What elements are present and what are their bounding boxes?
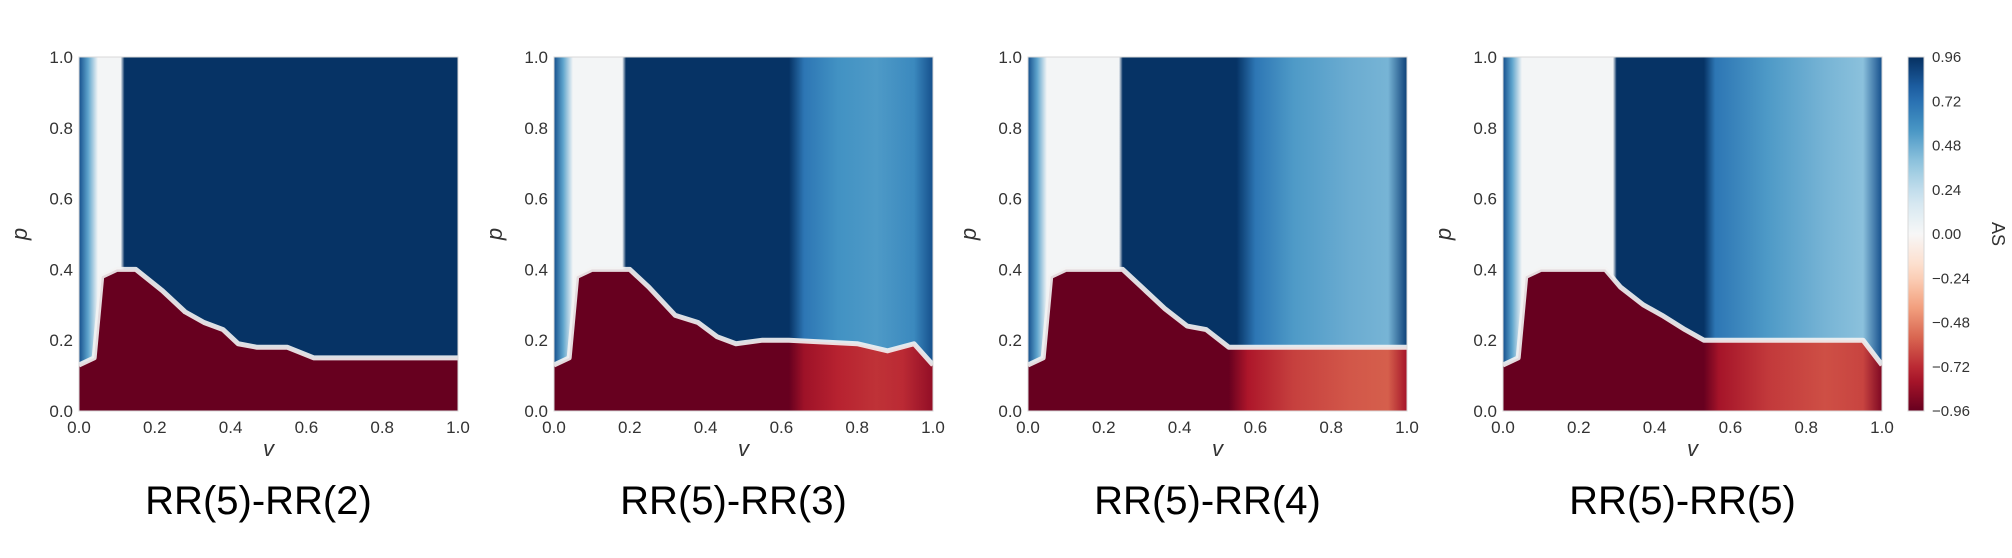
y-tick-label: 0.4 bbox=[998, 260, 1022, 279]
y-tick-label: 0.0 bbox=[998, 402, 1022, 421]
heatmap-panel-2: 0.0 0.2 0.4 0.6 0.8 1.0 0.0 0.2 0.4 0.6 0.8 1.0 v p RR… bbox=[482, 48, 945, 523]
y-tick-label: 0.8 bbox=[524, 119, 548, 138]
x-axis-label: v bbox=[1687, 436, 1700, 461]
y-axis-label: p bbox=[7, 228, 32, 241]
heatmap-panel-4: 0.0 0.2 0.4 0.6 0.8 1.0 0.0 0.2 0.4 0.6 0.8 1.0 v p RR… bbox=[1431, 48, 1894, 523]
y-tick-label: 1.0 bbox=[998, 48, 1022, 67]
y-tick-label: 0.8 bbox=[49, 119, 73, 138]
colorbar-label: AS bbox=[1988, 222, 2008, 246]
colorbar-tick-label: 0.00 bbox=[1932, 226, 1961, 243]
colorbar-tick-label: −0.24 bbox=[1932, 270, 1970, 287]
x-tick-label: 0.6 bbox=[1244, 418, 1268, 437]
lower-region bbox=[79, 269, 458, 411]
x-tick-label: 0.4 bbox=[219, 418, 243, 437]
lower-region bbox=[554, 269, 933, 411]
y-tick-label: 0.2 bbox=[49, 331, 73, 350]
x-tick-label: 1.0 bbox=[921, 418, 945, 437]
x-tick-label: 0.4 bbox=[1643, 418, 1667, 437]
x-tick-label: 0.6 bbox=[770, 418, 794, 437]
x-tick-label: 0.2 bbox=[618, 418, 642, 437]
x-tick-label: 1.0 bbox=[446, 418, 470, 437]
y-tick-label: 1.0 bbox=[49, 48, 73, 67]
x-tick-label: 0.8 bbox=[1319, 418, 1343, 437]
colorbar-tick-label: −0.48 bbox=[1932, 315, 1970, 332]
plot-area bbox=[1028, 57, 1407, 411]
heatmap-panel-1: 0.0 0.2 0.4 0.6 0.8 1.0 0.0 0.2 0.4 0.6 0.8 1.0 v p RR… bbox=[7, 48, 470, 523]
plot-frame bbox=[1502, 56, 1883, 412]
colorbar-tick-label: 0.48 bbox=[1932, 138, 1961, 155]
x-axis-label: v bbox=[263, 436, 276, 461]
x-tick-label: 0.0 bbox=[542, 418, 566, 437]
y-tick-label: 0.0 bbox=[524, 402, 548, 421]
y-tick-label: 0.0 bbox=[49, 402, 73, 421]
x-tick-label: 0.4 bbox=[694, 418, 718, 437]
y-axis-label: p bbox=[1431, 228, 1456, 241]
plot-frame bbox=[553, 56, 934, 412]
panel-caption: RR(5)-RR(3) bbox=[620, 479, 847, 523]
colorbar-tick-label: 0.96 bbox=[1932, 49, 1961, 66]
y-tick-label: 1.0 bbox=[1473, 48, 1497, 67]
x-tick-label: 0.6 bbox=[295, 418, 319, 437]
y-tick-label: 0.8 bbox=[1473, 119, 1497, 138]
plot-area bbox=[79, 57, 458, 411]
heatmap-panel-3: 0.0 0.2 0.4 0.6 0.8 1.0 0.0 0.2 0.4 0.6 0.8 1.0 v p RR… bbox=[956, 48, 1419, 523]
y-tick-label: 0.0 bbox=[1473, 402, 1497, 421]
panel-caption: RR(5)-RR(5) bbox=[1569, 479, 1796, 523]
plot-frame bbox=[1027, 56, 1408, 412]
x-tick-label: 0.2 bbox=[1567, 418, 1591, 437]
x-tick-label: 0.8 bbox=[845, 418, 869, 437]
colorbar-tick-label: −0.72 bbox=[1932, 359, 1970, 376]
y-axis-label: p bbox=[956, 228, 981, 241]
plot-area bbox=[1503, 57, 1882, 411]
boundary-line bbox=[1028, 266, 1407, 368]
y-tick-label: 0.2 bbox=[524, 331, 548, 350]
x-axis-label: v bbox=[1212, 436, 1225, 461]
panel-caption: RR(5)-RR(4) bbox=[1094, 479, 1321, 523]
plot-area bbox=[554, 57, 933, 411]
y-tick-label: 1.0 bbox=[524, 48, 548, 67]
y-tick-label: 0.2 bbox=[1473, 331, 1497, 350]
boundary-line bbox=[79, 266, 458, 368]
x-tick-label: 0.0 bbox=[67, 418, 91, 437]
x-tick-label: 0.2 bbox=[143, 418, 167, 437]
y-tick-label: 0.4 bbox=[49, 260, 73, 279]
x-tick-label: 0.8 bbox=[370, 418, 394, 437]
colorbar: 0.96 0.72 0.48 0.24 0.00 −0.24 −0.48 −0.72 −0.96… bbox=[1907, 49, 2008, 420]
x-tick-label: 0.0 bbox=[1491, 418, 1515, 437]
x-tick-label: 0.6 bbox=[1719, 418, 1743, 437]
lower-region bbox=[1503, 269, 1882, 411]
x-tick-label: 0.0 bbox=[1016, 418, 1040, 437]
colorbar-gradient bbox=[1907, 56, 1925, 412]
y-tick-label: 0.4 bbox=[1473, 260, 1497, 279]
y-tick-label: 0.6 bbox=[524, 190, 548, 209]
x-tick-label: 1.0 bbox=[1395, 418, 1419, 437]
panel-caption: RR(5)-RR(2) bbox=[145, 479, 372, 523]
colorbar-tick-label: 0.72 bbox=[1932, 93, 1961, 110]
x-tick-label: 0.2 bbox=[1092, 418, 1116, 437]
y-tick-label: 0.6 bbox=[49, 190, 73, 209]
y-tick-label: 0.6 bbox=[998, 190, 1022, 209]
y-tick-label: 0.4 bbox=[524, 260, 548, 279]
x-axis-label: v bbox=[738, 436, 751, 461]
boundary-line bbox=[554, 266, 933, 368]
x-tick-label: 0.4 bbox=[1168, 418, 1192, 437]
panels: 0.0 0.2 0.4 0.6 0.8 1.0 0.0 0.2 0.4 0.6 0.8 1.0 v p RR… bbox=[7, 48, 1894, 523]
y-tick-label: 0.2 bbox=[998, 331, 1022, 350]
x-tick-label: 1.0 bbox=[1870, 418, 1894, 437]
y-tick-label: 0.6 bbox=[1473, 190, 1497, 209]
y-axis-label: p bbox=[482, 228, 507, 241]
colorbar-tick-label: 0.24 bbox=[1932, 182, 1961, 199]
plot-frame bbox=[78, 56, 459, 412]
colorbar-tick-label: −0.96 bbox=[1932, 403, 1970, 420]
boundary-line bbox=[1503, 266, 1882, 368]
x-tick-label: 0.8 bbox=[1794, 418, 1818, 437]
y-tick-label: 0.8 bbox=[998, 119, 1022, 138]
